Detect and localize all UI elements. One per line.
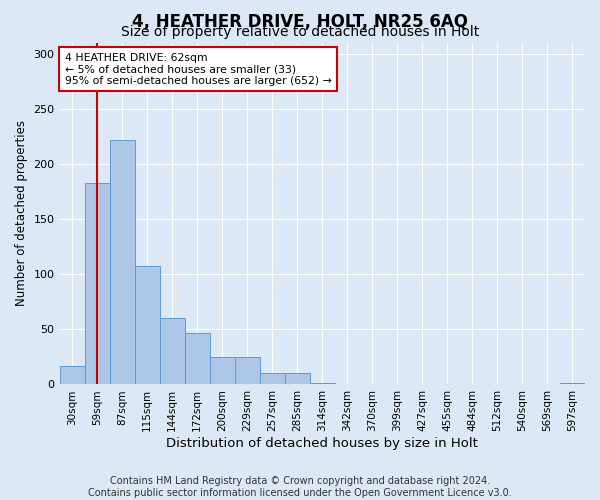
Text: Size of property relative to detached houses in Holt: Size of property relative to detached ho… xyxy=(121,25,479,39)
Bar xyxy=(160,318,185,384)
X-axis label: Distribution of detached houses by size in Holt: Distribution of detached houses by size … xyxy=(166,437,478,450)
Bar xyxy=(85,182,110,384)
Text: Contains HM Land Registry data © Crown copyright and database right 2024.
Contai: Contains HM Land Registry data © Crown c… xyxy=(88,476,512,498)
Bar xyxy=(260,374,285,384)
Text: 4 HEATHER DRIVE: 62sqm
← 5% of detached houses are smaller (33)
95% of semi-deta: 4 HEATHER DRIVE: 62sqm ← 5% of detached … xyxy=(65,53,332,86)
Y-axis label: Number of detached properties: Number of detached properties xyxy=(15,120,28,306)
Bar xyxy=(134,266,160,384)
Bar xyxy=(235,357,260,384)
Bar xyxy=(59,366,85,384)
Bar xyxy=(110,140,134,384)
Text: 4, HEATHER DRIVE, HOLT, NR25 6AQ: 4, HEATHER DRIVE, HOLT, NR25 6AQ xyxy=(132,12,468,30)
Bar xyxy=(185,332,209,384)
Bar xyxy=(209,357,235,384)
Bar xyxy=(285,374,310,384)
